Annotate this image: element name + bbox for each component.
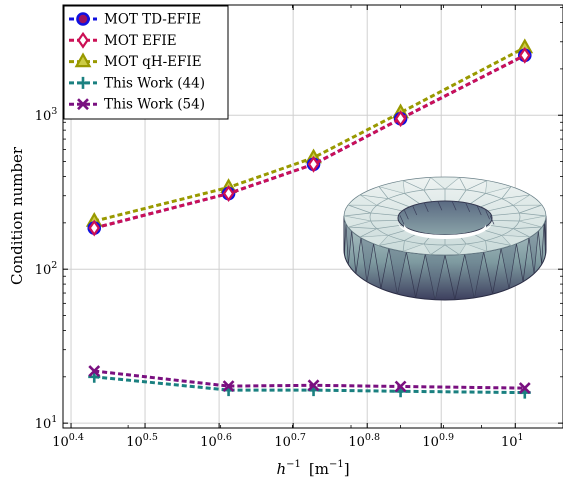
legend-label: This Work (44) (104, 75, 205, 91)
data-point-marker (394, 110, 407, 128)
data-point-marker (307, 379, 320, 392)
x-tick-label: 100.5 (126, 432, 158, 450)
x-axis-title: h−1 [m−1] (276, 459, 349, 478)
legend-item: This Work (44) (69, 75, 205, 91)
x-tick-label: 100.8 (348, 432, 380, 450)
x-tick-label: 100.7 (274, 432, 306, 450)
data-point-marker (222, 185, 235, 202)
legend-marker (74, 52, 92, 68)
legend-box (63, 5, 229, 120)
x-tick-label: 100.6 (200, 432, 232, 450)
legend-item: This Work (54) (69, 97, 205, 113)
legend-item: MOT TD-EFIE (69, 12, 201, 28)
legend-marker (77, 76, 89, 89)
y-tick-label: 102 (35, 260, 58, 278)
legend-marker (77, 31, 89, 49)
y-tick-label: 101 (35, 414, 58, 432)
legend-label: MOT TD-EFIE (104, 12, 201, 28)
data-point-marker (88, 365, 101, 377)
data-point-marker (88, 219, 101, 237)
legend: MOT TD-EFIE MOT EFIE MOT qH-EFIE This Work … (63, 5, 229, 120)
y-axis-title: Condition number (8, 146, 26, 285)
data-point-marker (518, 382, 531, 394)
series-1 (88, 46, 531, 237)
legend-label: MOT EFIE (104, 33, 177, 49)
series-4 (88, 365, 531, 394)
legend-label: MOT qH-EFIE (104, 54, 202, 70)
legend-label: This Work (54) (104, 97, 205, 113)
x-tick-label: 100.4 (52, 432, 84, 450)
torus-mesh-illustration (343, 176, 547, 301)
legend-item: MOT EFIE (69, 31, 177, 49)
x-tick-label: 101 (501, 432, 524, 450)
data-point-marker (394, 380, 407, 393)
y-tick-label: 103 (35, 106, 58, 124)
data-point-marker (222, 380, 235, 393)
x-tick-label: 100.9 (422, 432, 454, 450)
legend-marker (77, 98, 89, 111)
legend-item: MOT qH-EFIE (69, 52, 202, 70)
plot-frame (62, 4, 563, 429)
data-point-marker (518, 46, 531, 64)
data-point-marker (307, 155, 320, 173)
legend-marker (76, 12, 90, 26)
